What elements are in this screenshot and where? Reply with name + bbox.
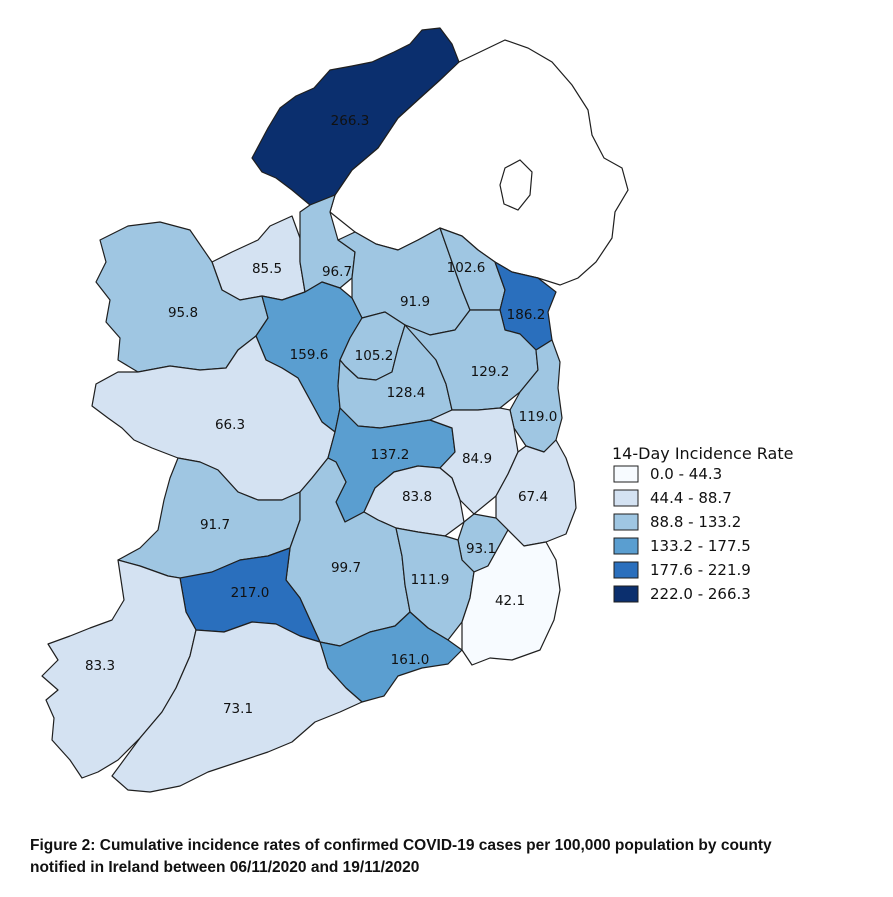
county-sligo	[211, 215, 306, 301]
legend-swatch-4	[613, 561, 639, 579]
ireland-choropleth-map: 266.3 85.5 96.7 102.6 95.8 91.9 186.2 159.6 105.…	[41, 27, 793, 793]
county-value-label-monaghan: 102.6	[447, 260, 486, 276]
legend-label-4: 177.6 - 221.9	[650, 561, 751, 579]
legend-swatch-1	[613, 489, 639, 507]
county-value-label-galway: 66.3	[215, 417, 245, 433]
county-value-label-westmeath: 128.4	[387, 385, 426, 401]
figure-caption-line-2: notified in Ireland between 06/11/2020 a…	[30, 859, 420, 876]
county-kerry	[41, 559, 197, 779]
county-value-label-kildare: 84.9	[462, 451, 492, 467]
county-value-label-clare: 91.7	[200, 517, 230, 533]
county-value-label-offaly: 137.2	[371, 447, 410, 463]
county-value-label-tipperary: 99.7	[331, 560, 361, 576]
legend-swatch-0	[613, 465, 639, 483]
map-legend: 14-Day Incidence Rate 0.0 - 44.3 44.4 - 8…	[612, 444, 793, 603]
county-value-label-louth: 186.2	[507, 307, 546, 323]
county-value-labels: 266.3 85.5 96.7 102.6 95.8 91.9 186.2 159.6 105.…	[85, 113, 557, 717]
lough-neagh-outline	[499, 159, 533, 211]
county-value-label-kilkenny: 111.9	[411, 572, 450, 588]
county-value-label-meath: 129.2	[471, 364, 510, 380]
figure-caption: Figure 2: Cumulative incidence rates of …	[30, 835, 870, 879]
county-value-label-mayo: 95.8	[168, 305, 198, 321]
county-value-label-waterford: 161.0	[391, 652, 430, 668]
county-value-label-wexford: 42.1	[495, 593, 525, 609]
legend-swatch-5	[613, 585, 639, 603]
legend-label-2: 88.8 - 133.2	[650, 513, 741, 531]
county-value-label-wicklow: 67.4	[518, 489, 548, 505]
legend-swatch-2	[613, 513, 639, 531]
county-value-label-kerry: 83.3	[85, 658, 115, 674]
county-value-label-donegal: 266.3	[331, 113, 370, 129]
county-value-label-cavan: 91.9	[400, 294, 430, 310]
county-wexford	[461, 529, 561, 666]
county-value-label-cork: 73.1	[223, 701, 253, 717]
county-value-label-dublin: 119.0	[519, 409, 558, 425]
legend-label-5: 222.0 - 266.3	[650, 585, 751, 603]
county-value-label-laois: 83.8	[402, 489, 432, 505]
county-value-label-sligo: 85.5	[252, 261, 282, 277]
legend-label-3: 133.2 - 177.5	[650, 537, 751, 555]
legend-label-0: 0.0 - 44.3	[650, 465, 722, 483]
county-value-label-limerick: 217.0	[231, 585, 270, 601]
county-value-label-carlow: 93.1	[466, 541, 496, 557]
county-value-label-leitrim: 96.7	[322, 264, 352, 280]
legend-swatch-3	[613, 537, 639, 555]
legend-label-1: 44.4 - 88.7	[650, 489, 732, 507]
county-value-label-roscommon: 159.6	[290, 347, 329, 363]
county-value-label-longford: 105.2	[355, 348, 394, 364]
county-cork	[111, 621, 363, 793]
legend-title: 14-Day Incidence Rate	[612, 444, 793, 463]
figure-caption-line-1: Figure 2: Cumulative incidence rates of …	[30, 837, 772, 854]
